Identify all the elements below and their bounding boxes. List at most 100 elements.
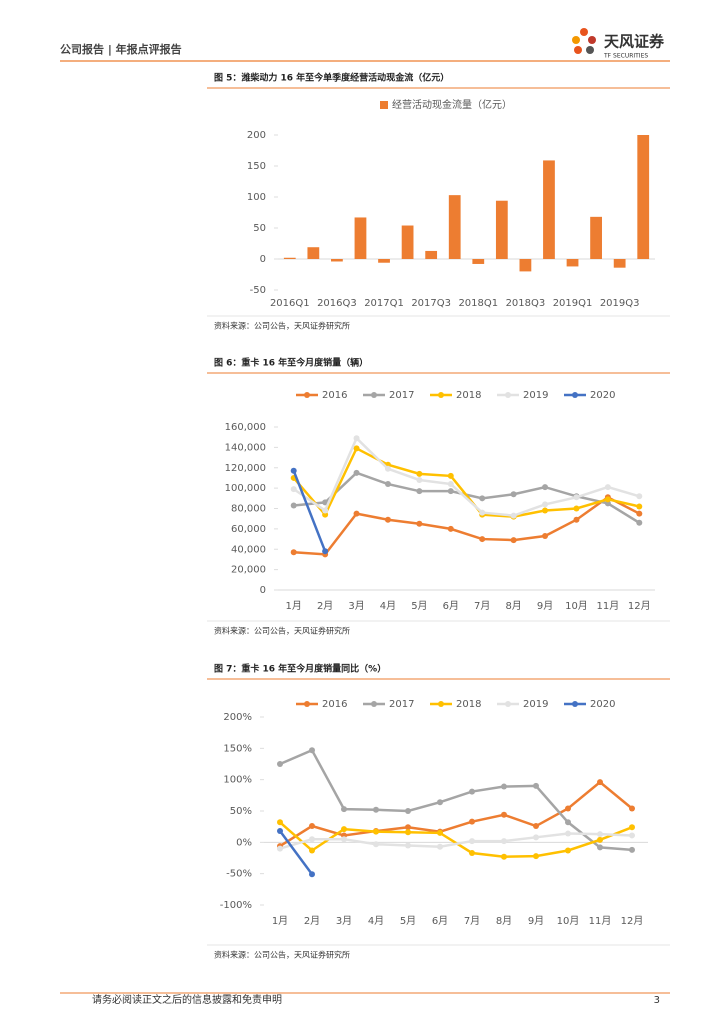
point [542, 533, 549, 540]
point [309, 847, 315, 854]
point [510, 491, 517, 498]
point [533, 823, 539, 830]
bar [472, 259, 485, 264]
y-tick-label: 150% [223, 743, 252, 754]
y-tick-label: 20,000 [231, 565, 266, 576]
point [533, 853, 539, 860]
source: 资料来源：公司公告，天风证券研究所 [214, 950, 350, 960]
point [597, 844, 603, 851]
point [309, 836, 315, 843]
bar [354, 217, 367, 259]
point [510, 537, 517, 544]
bar [566, 259, 579, 267]
legend-swatch-dot [572, 392, 578, 398]
point [277, 828, 283, 835]
x-tick-label: 4月 [380, 600, 396, 612]
x-tick-label: 9月 [537, 600, 553, 612]
bar [425, 250, 438, 259]
x-tick-label: 2016Q3 [317, 298, 357, 309]
y-tick-label: 100% [223, 775, 252, 786]
bar [331, 259, 343, 262]
y-tick-label: 140,000 [225, 442, 266, 453]
legend-label: 2020 [590, 390, 615, 401]
point [636, 503, 643, 510]
x-tick-label: 3月 [348, 600, 364, 612]
x-tick-label: 11月 [589, 915, 612, 927]
y-tick-label: 200 [247, 130, 266, 141]
point [501, 838, 507, 845]
point [405, 824, 411, 831]
point [629, 824, 635, 831]
y-tick-label: 200% [223, 712, 252, 723]
legend-label: 经营活动现金流量（亿元） [392, 98, 512, 111]
legend-swatch-dot [304, 392, 310, 398]
point [501, 783, 507, 790]
point [309, 823, 315, 830]
point [469, 788, 475, 795]
bar [448, 195, 461, 259]
point [447, 481, 454, 488]
bar [283, 257, 296, 259]
point [437, 799, 443, 806]
y-tick-label: 100,000 [225, 483, 266, 494]
bar [401, 225, 414, 259]
legend-swatch-dot [371, 392, 377, 398]
point [353, 445, 360, 452]
point [469, 818, 475, 825]
point [597, 836, 603, 843]
point [353, 510, 360, 517]
x-tick-label: 2018Q1 [458, 298, 498, 309]
x-tick-label: 1月 [286, 600, 302, 612]
point [290, 549, 297, 556]
x-tick-label: 11月 [597, 600, 620, 612]
x-tick-label: 2019Q3 [600, 298, 640, 309]
y-tick-label: 160,000 [225, 422, 266, 433]
x-tick-label: 10月 [565, 600, 588, 612]
point [629, 805, 635, 812]
point [636, 493, 643, 500]
point [597, 831, 603, 838]
point [604, 496, 611, 503]
point [405, 829, 411, 836]
x-tick-label: 2017Q3 [411, 298, 451, 309]
legend-swatch-dot [438, 392, 444, 398]
point [322, 499, 329, 506]
x-tick-label: 6月 [432, 915, 448, 927]
logo-en: TF SECURITIES [603, 53, 648, 60]
point [604, 484, 611, 491]
point [309, 871, 315, 878]
point [469, 838, 475, 845]
logo-icon [572, 28, 596, 54]
legend-swatch-dot [438, 701, 444, 707]
point [437, 829, 443, 836]
x-tick-label: 2月 [304, 915, 320, 927]
point [384, 465, 391, 472]
x-tick-label: 5月 [400, 915, 416, 927]
x-tick-label: 8月 [496, 915, 512, 927]
y-tick-label: 80,000 [231, 504, 266, 515]
point [542, 507, 549, 514]
x-tick-label: 2月 [317, 600, 333, 612]
line [293, 495, 640, 556]
point [573, 494, 580, 501]
point [565, 830, 571, 837]
bar [307, 247, 320, 259]
point [277, 845, 283, 852]
x-tick-label: 2016Q1 [270, 298, 310, 309]
point [636, 510, 643, 517]
line [292, 470, 327, 552]
point [277, 819, 283, 826]
point [447, 525, 454, 532]
x-tick-label: 6月 [443, 600, 459, 612]
legend-label: 2019 [523, 390, 548, 401]
point [341, 806, 347, 813]
point [405, 808, 411, 814]
legend-swatch-dot [304, 701, 310, 707]
legend-label: 2020 [590, 699, 615, 710]
legend-label: 2017 [389, 390, 414, 401]
figure-caption: 图 5：潍柴动力 16 年至今单季度经营活动现金流（亿元） [214, 72, 449, 84]
figure-caption: 图 6：重卡 16 年至今月度销量（辆） [214, 357, 368, 369]
legend-label: 2018 [456, 390, 481, 401]
y-tick-label: 100 [247, 192, 266, 203]
